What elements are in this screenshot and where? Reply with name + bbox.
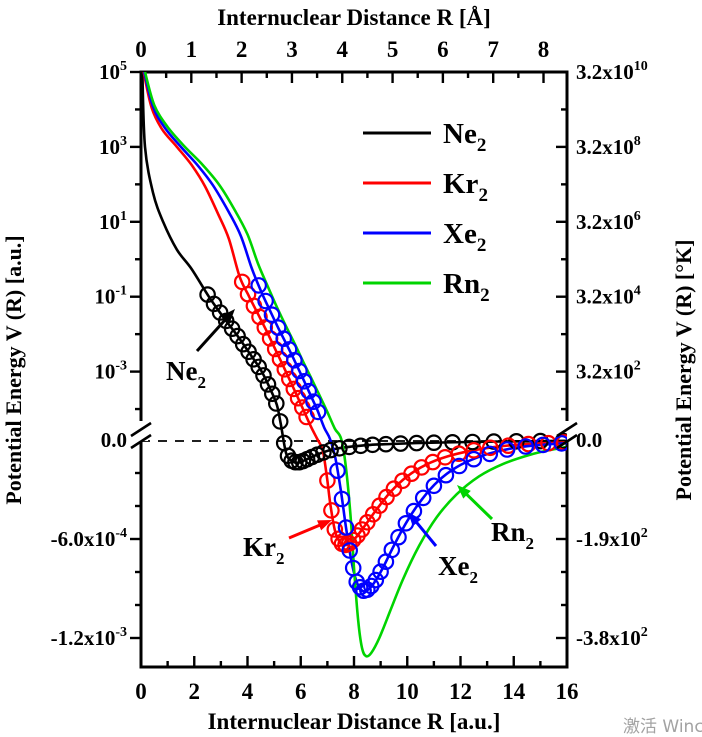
annotation-label: Kr2 xyxy=(243,532,285,568)
annotation-label: Rn2 xyxy=(491,517,534,553)
series-curves xyxy=(141,72,567,658)
left-tick-label: 101 xyxy=(99,209,127,234)
left-tick-label: 10-1 xyxy=(94,284,127,309)
bottom-tick-label: 4 xyxy=(242,679,254,704)
legend-item-ne2: Ne2 xyxy=(363,118,486,156)
bottom-tick-label: 0 xyxy=(135,679,147,704)
curve-xe2 xyxy=(142,72,567,593)
right-tick-label: 3.2x106 xyxy=(576,209,641,234)
bottom-axis-title: Internuclear Distance R [a.u.] xyxy=(208,709,501,734)
left-tick-label: 105 xyxy=(99,59,127,84)
legend: Ne2 Kr2 Xe2 Rn2 xyxy=(363,118,490,306)
legend-label: Ne2 xyxy=(443,118,486,156)
markers-kr2 xyxy=(233,273,567,554)
right-tick-label: -1.9x102 xyxy=(576,526,648,551)
left-tick-label: 0.0 xyxy=(101,428,127,452)
annotation-label: Ne2 xyxy=(166,356,206,392)
curve-rn2 xyxy=(143,72,567,658)
legend-item-xe2: Xe2 xyxy=(363,218,486,256)
left-tick-label: -1.2x10-3 xyxy=(51,625,127,650)
top-tick-label: 3 xyxy=(286,37,298,62)
top-tick-label: 8 xyxy=(538,37,550,62)
annotation-arrow-line xyxy=(288,522,324,540)
annotation-arrow-head xyxy=(408,512,422,527)
annotation-label: Xe2 xyxy=(438,551,478,587)
legend-label: Xe2 xyxy=(443,218,486,256)
curve-kr2 xyxy=(142,72,567,547)
top-tick-label: 4 xyxy=(337,37,349,62)
annotation-ne2: Ne2 xyxy=(166,309,235,392)
bottom-tick-label: 8 xyxy=(348,679,360,704)
bottom-tick-label: 12 xyxy=(449,679,472,704)
bottom-tick-label: 6 xyxy=(295,679,307,704)
left-tick-label: 10-3 xyxy=(94,359,127,384)
annotation-arrow-line xyxy=(463,490,494,521)
curve-ne2 xyxy=(141,72,567,465)
right-tick-label: 3.2x1010 xyxy=(576,59,648,84)
markers-xe2 xyxy=(250,277,567,599)
top-tick-label: 2 xyxy=(236,37,248,62)
axes: 0 1 2 3 4 5 6 7 80 2 4 6 8 10 12 14 1610510310110-110-30… xyxy=(51,37,648,704)
annotation-arrow-head xyxy=(457,485,471,499)
top-tick-label: 1 xyxy=(186,37,198,62)
annotation-arrow-head xyxy=(221,309,235,324)
top-tick-label: 0 xyxy=(135,37,147,62)
annotation-xe2: Xe2 xyxy=(408,512,478,587)
bottom-tick-label: 2 xyxy=(189,679,201,704)
annotation-arrow-head xyxy=(317,520,332,531)
bottom-tick-label: 16 xyxy=(556,679,579,704)
right-tick-label: 3.2x108 xyxy=(576,134,641,159)
legend-item-kr2: Kr2 xyxy=(363,168,488,206)
left-tick-label: -6.0x10-4 xyxy=(51,526,127,551)
left-tick-label: 103 xyxy=(99,134,127,159)
bottom-tick-label: 10 xyxy=(396,679,419,704)
right-axis-title: Potential Energy V (R) [°K] xyxy=(671,240,696,501)
annotation-arrow-line xyxy=(195,315,230,353)
annotation-arrow-line xyxy=(413,518,438,547)
right-tick-label: -3.8x102 xyxy=(576,625,648,650)
top-tick-label: 5 xyxy=(387,37,399,62)
top-axis-title: Internuclear Distance R [Å] xyxy=(217,5,491,30)
right-tick-label: 3.2x102 xyxy=(576,359,641,384)
legend-label: Rn2 xyxy=(443,268,490,306)
windows-activation-watermark: 激活 Winc xyxy=(623,717,702,737)
top-tick-label: 7 xyxy=(487,37,499,62)
annotation-rn2: Rn2 xyxy=(457,485,534,553)
right-tick-label: 3.2x104 xyxy=(576,284,641,309)
top-tick-label: 6 xyxy=(437,37,449,62)
legend-label: Kr2 xyxy=(443,168,488,206)
legend-item-rn2: Rn2 xyxy=(363,268,490,306)
bottom-tick-label: 14 xyxy=(502,679,526,704)
right-tick-label: 0.0 xyxy=(576,428,602,452)
left-axis-title: Potential Energy V (R) [a.u.] xyxy=(1,235,26,504)
annotation-kr2: Kr2 xyxy=(243,520,332,568)
